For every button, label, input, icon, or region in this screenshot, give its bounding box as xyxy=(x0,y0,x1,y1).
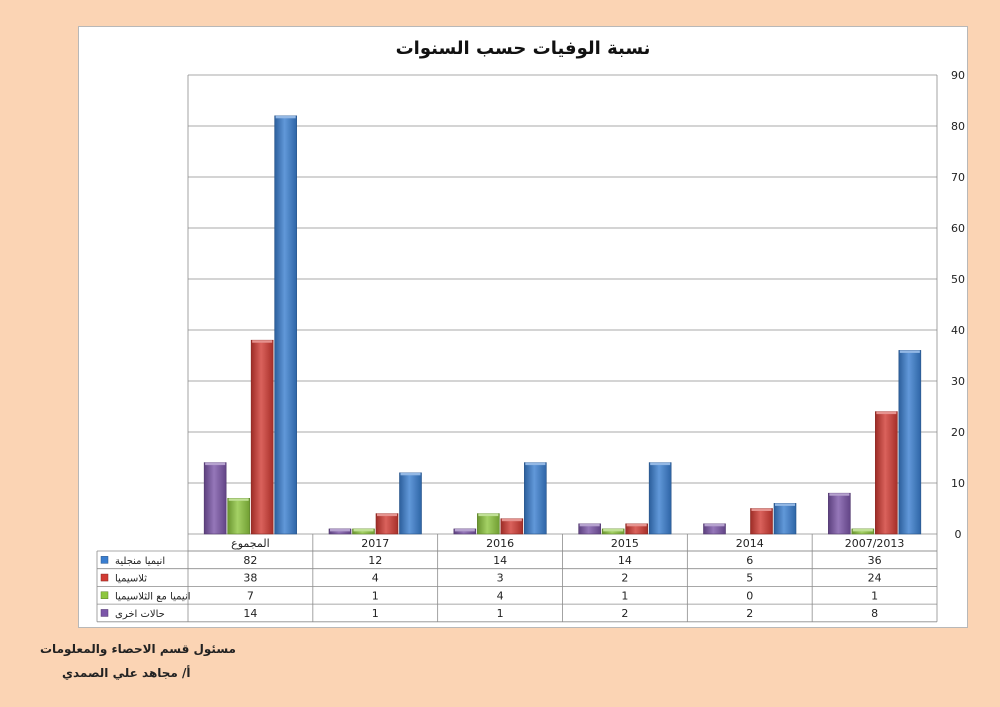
bar-cap xyxy=(626,523,647,527)
data-label: 82 xyxy=(243,554,257,567)
bar-cap xyxy=(751,508,772,511)
x-tick-label: 2017 xyxy=(361,537,389,550)
bar-cap xyxy=(579,523,600,527)
bar xyxy=(828,492,851,535)
data-label: 36 xyxy=(868,554,882,567)
bar-cap xyxy=(876,411,897,415)
data-label: 4 xyxy=(497,589,504,602)
bar xyxy=(274,115,297,535)
data-label: 2 xyxy=(621,572,628,585)
y-tick-label: 40 xyxy=(951,324,965,337)
chart-title: نسبة الوفيات حسب السنوات xyxy=(396,38,651,59)
y-tick-label: 0 xyxy=(955,528,962,541)
bar xyxy=(898,350,922,535)
bar xyxy=(227,497,250,535)
data-label: 7 xyxy=(247,589,254,602)
chart-panel: نسبة الوفيات حسب السنوات 0 10 20 30 40 50 60 70… xyxy=(78,26,968,628)
data-label: 0 xyxy=(746,589,753,602)
legend-swatch xyxy=(100,556,109,564)
bars xyxy=(203,115,922,535)
legend-swatch xyxy=(100,591,109,599)
y-axis: 0 10 20 30 40 50 60 70 80 90 xyxy=(936,69,965,541)
legend-label: انيميا منجلية xyxy=(115,556,165,567)
bar-cap xyxy=(377,513,397,517)
data-label: 5 xyxy=(746,572,753,585)
data-label: 24 xyxy=(868,572,882,585)
bar-cap xyxy=(829,493,850,496)
data-label: 1 xyxy=(497,607,504,620)
data-label: 4 xyxy=(372,572,379,585)
bar xyxy=(875,411,898,535)
bar xyxy=(203,462,227,535)
bar xyxy=(250,339,274,535)
x-tick-label: 2015 xyxy=(611,537,639,550)
x-tick-label: 2016 xyxy=(486,537,514,550)
x-tick-label: 2014 xyxy=(736,537,764,550)
data-label: 1 xyxy=(871,589,878,602)
bar-cap xyxy=(899,350,920,353)
y-tick-label: 80 xyxy=(951,120,965,133)
x-tick-label: 2007/2013 xyxy=(845,537,905,550)
bar xyxy=(375,513,399,535)
y-tick-label: 70 xyxy=(951,171,965,184)
legend-swatch xyxy=(100,609,109,617)
bar xyxy=(399,472,422,535)
bar-cap xyxy=(454,528,475,532)
bar-cap xyxy=(330,528,350,532)
y-tick-label: 90 xyxy=(951,69,965,82)
y-tick-label: 20 xyxy=(951,426,965,439)
bar-cap xyxy=(400,472,421,476)
bar-cap xyxy=(353,528,374,532)
y-tick-label: 60 xyxy=(951,222,965,235)
bar xyxy=(524,462,547,535)
bar-cap xyxy=(650,462,671,466)
legend-label: حالات اخرى xyxy=(115,609,165,620)
legend-label: انيميا مع الثلاسيميا xyxy=(115,591,191,602)
bar-cap xyxy=(775,503,795,506)
legend-label: ثلاسيميا xyxy=(115,574,147,585)
bar-cap xyxy=(852,528,873,532)
bar-cap xyxy=(603,528,624,532)
chart-svg: نسبة الوفيات حسب السنوات 010203040506070… xyxy=(96,38,965,623)
data-label: 3 xyxy=(497,572,504,585)
bar-cap xyxy=(478,513,499,517)
data-label: 6 xyxy=(746,554,753,567)
bar-cap xyxy=(501,518,522,522)
bar xyxy=(773,503,797,535)
data-label: 1 xyxy=(621,589,628,602)
bar-cap xyxy=(704,523,725,527)
x-tick-label: المجموع xyxy=(231,537,269,550)
bar xyxy=(648,462,672,535)
bar-cap xyxy=(252,340,273,343)
data-label: 8 xyxy=(871,607,878,620)
footer-author-title: مسئول قسم الاحصاء والمعلومات xyxy=(40,642,236,656)
bar-cap xyxy=(275,115,296,119)
data-label: 2 xyxy=(746,607,753,620)
data-label: 1 xyxy=(372,607,379,620)
bar xyxy=(477,513,500,535)
bar-cap xyxy=(228,498,249,501)
data-label: 14 xyxy=(618,554,632,567)
data-label: 12 xyxy=(368,554,382,567)
legend-swatch xyxy=(100,573,109,582)
data-label: 14 xyxy=(243,607,257,620)
data-label: 14 xyxy=(493,554,507,567)
data-label: 2 xyxy=(621,607,628,620)
y-tick-label: 10 xyxy=(951,477,965,490)
footer-author-name: أ/ مجاهد علي الصمدي xyxy=(62,666,191,680)
y-tick-label: 30 xyxy=(951,375,965,388)
gridlines xyxy=(187,74,937,535)
bar-cap xyxy=(205,462,226,466)
bar-cap xyxy=(525,462,546,466)
data-label: 38 xyxy=(243,572,257,585)
bar xyxy=(750,508,773,535)
data-label: 1 xyxy=(372,589,379,602)
y-tick-label: 50 xyxy=(951,273,965,286)
